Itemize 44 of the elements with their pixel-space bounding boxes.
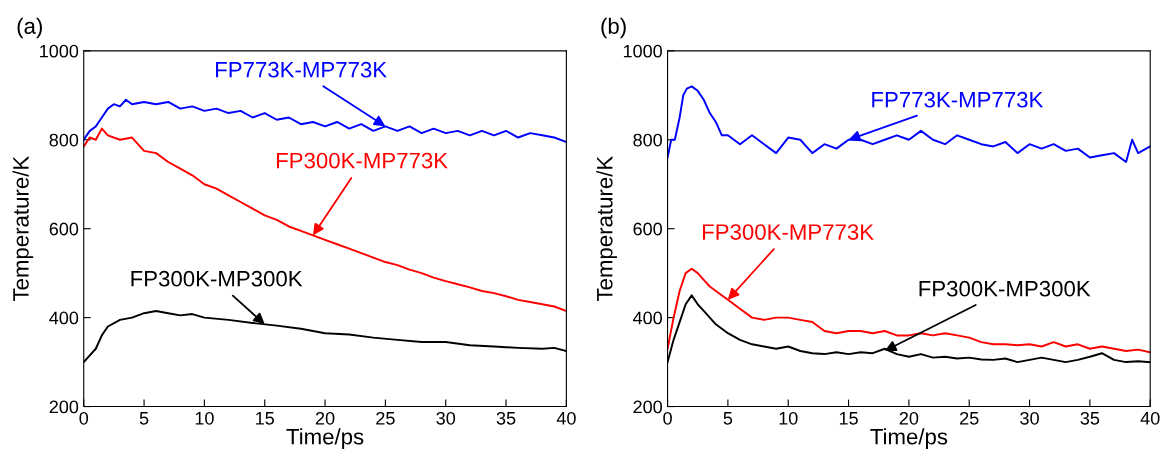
x-tick-label: 0 <box>79 411 89 425</box>
x-tick-label: 0 <box>663 411 672 425</box>
chart-title: (a) <box>17 17 42 39</box>
x-tick-label: 10 <box>779 411 798 425</box>
y-tick-label: 400 <box>632 311 662 325</box>
x-axis-title: Time/ps <box>870 428 948 449</box>
x-tick-label: 30 <box>1020 411 1039 425</box>
y-tick-label: 400 <box>49 311 79 325</box>
x-tick-label: 10 <box>195 411 214 425</box>
x-tick-label: 20 <box>315 411 335 425</box>
x-tick-label: 25 <box>960 411 979 425</box>
y-tick-label: 1000 <box>40 44 79 58</box>
y-axis-title: Temperature/K <box>596 156 617 302</box>
annotation: FP300K-MP300K <box>131 270 303 287</box>
y-tick-label: 800 <box>49 133 79 147</box>
annotation: FP300K-MP773K <box>276 152 448 169</box>
annotation: FP773K-MP773K <box>216 61 387 78</box>
x-tick-label: 25 <box>376 411 395 425</box>
x-tick-label: 5 <box>139 412 149 425</box>
y-tick-label: 800 <box>633 133 662 147</box>
y-tick-label: 1000 <box>623 44 662 58</box>
annotation: FP300K-MP300K <box>919 280 1091 297</box>
line-series <box>83 98 567 143</box>
x-tick-label: 15 <box>839 412 858 425</box>
line-series <box>667 267 1151 354</box>
x-tick-label: 40 <box>1140 411 1160 425</box>
annotation: FP773K-MP773K <box>872 91 1044 108</box>
x-tick-label: 15 <box>256 412 275 425</box>
x-tick-label: 35 <box>1080 411 1100 425</box>
y-axis-title: Temperature/K <box>12 156 34 302</box>
y-tick-label: 200 <box>49 400 79 414</box>
y-tick-label: 200 <box>633 400 662 414</box>
x-axis-title: Time/ps <box>286 428 364 449</box>
x-tick-label: 40 <box>556 411 576 425</box>
chart-title: (b) <box>601 17 626 39</box>
line-series <box>83 127 567 312</box>
line-series <box>667 85 1151 163</box>
x-tick-label: 30 <box>436 411 456 425</box>
x-tick-label: 20 <box>899 411 919 425</box>
x-tick-label: 5 <box>723 412 733 425</box>
y-tick-label: 600 <box>633 222 662 236</box>
x-tick-label: 35 <box>496 411 516 425</box>
annotation: FP300K-MP773K <box>702 224 874 240</box>
y-tick-label: 600 <box>49 222 79 236</box>
